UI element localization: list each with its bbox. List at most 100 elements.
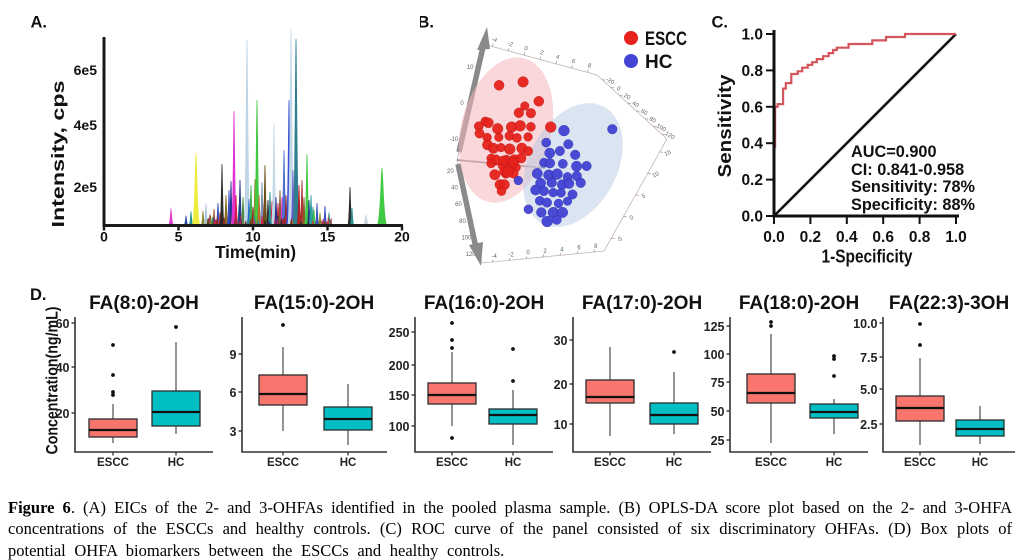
svg-text:40: 40 [56, 361, 70, 375]
svg-text:8: 8 [587, 63, 593, 70]
svg-text:-2: -2 [506, 41, 514, 49]
svg-text:6e5: 6e5 [74, 62, 98, 78]
svg-text:FA(8:0)-2OH: FA(8:0)-2OH [89, 293, 199, 314]
svg-text:15: 15 [320, 229, 336, 245]
svg-text:20: 20 [394, 229, 410, 245]
svg-text:HC: HC [826, 457, 843, 469]
svg-text:10: 10 [467, 65, 474, 71]
svg-text:-4: -4 [491, 37, 499, 45]
svg-text:4e5: 4e5 [74, 117, 98, 133]
svg-text:B.: B. [420, 14, 434, 32]
svg-text:20: 20 [447, 169, 454, 175]
svg-text:HC: HC [972, 457, 989, 469]
svg-text:2.5: 2.5 [860, 418, 877, 432]
svg-text:10: 10 [554, 418, 568, 432]
svg-text:D.: D. [30, 286, 47, 304]
svg-text:ESCC: ESCC [645, 29, 687, 50]
svg-text:0.2: 0.2 [800, 229, 822, 246]
svg-text:FA(16:0)-2OH: FA(16:0)-2OH [424, 293, 544, 314]
svg-text:100: 100 [655, 123, 667, 134]
svg-text:100: 100 [704, 348, 725, 362]
svg-text:250: 250 [389, 326, 410, 340]
svg-text:20: 20 [554, 378, 568, 392]
svg-text:ESCC: ESCC [755, 457, 787, 469]
svg-text:6: 6 [577, 246, 581, 252]
svg-text:-10: -10 [450, 137, 459, 143]
svg-text:0: 0 [615, 86, 621, 93]
svg-text:40: 40 [451, 186, 458, 192]
svg-text:Sensitivity: 78%: Sensitivity: 78% [851, 178, 975, 196]
svg-text:8: 8 [594, 244, 598, 250]
svg-text:HC: HC [340, 457, 357, 469]
svg-text:1-Specificity: 1-Specificity [822, 247, 913, 267]
svg-text:ESCC: ESCC [97, 457, 129, 469]
svg-text:HC: HC [505, 457, 522, 469]
svg-text:0.0: 0.0 [763, 229, 785, 246]
svg-text:2e5: 2e5 [74, 179, 98, 195]
svg-text:2: 2 [543, 249, 547, 255]
svg-text:60: 60 [639, 108, 648, 117]
svg-text:AUC=0.900: AUC=0.900 [851, 143, 937, 161]
svg-text:0: 0 [526, 251, 530, 257]
svg-text:ESCC: ESCC [904, 457, 936, 469]
svg-text:ESCC: ESCC [594, 457, 626, 469]
svg-text:Time(min): Time(min) [215, 242, 296, 262]
svg-text:1.0: 1.0 [945, 229, 967, 246]
svg-text:4: 4 [555, 54, 561, 61]
svg-text:FA(18:0)-2OH: FA(18:0)-2OH [739, 293, 859, 314]
svg-text:FA(22:3)-3OH: FA(22:3)-3OH [889, 293, 1009, 314]
svg-text:100: 100 [461, 235, 472, 241]
svg-text:200: 200 [389, 359, 410, 373]
svg-text:50: 50 [711, 405, 725, 419]
svg-text:125: 125 [704, 320, 725, 334]
svg-text:10: 10 [245, 229, 261, 245]
svg-text:HC: HC [666, 457, 683, 469]
svg-text:Specificity: 88%: Specificity: 88% [851, 196, 975, 214]
svg-text:100: 100 [389, 420, 410, 434]
svg-text:20: 20 [56, 407, 70, 421]
svg-text:0: 0 [523, 46, 529, 53]
svg-text:-4: -4 [492, 254, 498, 260]
svg-text:10.0: 10.0 [853, 317, 877, 331]
svg-text:5: 5 [641, 193, 647, 200]
svg-text:75: 75 [711, 376, 725, 390]
svg-text:2: 2 [539, 50, 545, 57]
svg-text:80: 80 [459, 219, 466, 225]
svg-text:30: 30 [554, 334, 568, 348]
svg-text:0: 0 [100, 229, 108, 245]
svg-text:FA(17:0)-2OH: FA(17:0)-2OH [582, 293, 702, 314]
svg-text:10: 10 [652, 171, 661, 180]
svg-text:3: 3 [230, 425, 237, 439]
svg-text:7.5: 7.5 [860, 351, 877, 365]
svg-text:150: 150 [389, 389, 410, 403]
svg-text:4: 4 [560, 247, 564, 253]
svg-text:0.0: 0.0 [741, 209, 763, 226]
svg-text:1.0: 1.0 [741, 27, 763, 44]
svg-text:HC: HC [168, 457, 185, 469]
svg-text:15: 15 [664, 149, 673, 158]
svg-text:40: 40 [631, 101, 640, 110]
svg-text:0.4: 0.4 [836, 229, 858, 246]
svg-text:5: 5 [175, 229, 183, 245]
svg-text:0.6: 0.6 [741, 99, 763, 116]
svg-text:-5: -5 [616, 236, 624, 244]
svg-text:120: 120 [466, 252, 477, 258]
svg-text:HC: HC [645, 52, 673, 73]
svg-text:120: 120 [664, 131, 676, 142]
svg-text:0.6: 0.6 [872, 229, 894, 246]
svg-text:Sensitivity: Sensitivity [715, 75, 735, 178]
svg-text:25: 25 [711, 434, 725, 448]
svg-text:-20: -20 [604, 77, 615, 87]
svg-text:0.8: 0.8 [741, 63, 763, 80]
svg-text:6: 6 [571, 59, 577, 66]
svg-text:0: 0 [629, 215, 635, 222]
svg-text:60: 60 [56, 317, 70, 331]
svg-text:ESCC: ESCC [267, 457, 299, 469]
svg-text:9: 9 [230, 348, 237, 362]
svg-text:5.0: 5.0 [860, 383, 877, 397]
svg-text:FA(15:0)-2OH: FA(15:0)-2OH [254, 293, 374, 314]
svg-text:CI: 0.841-0.958: CI: 0.841-0.958 [851, 161, 964, 179]
svg-text:A.: A. [31, 14, 48, 32]
svg-text:80: 80 [648, 116, 657, 125]
svg-text:0: 0 [460, 101, 464, 107]
